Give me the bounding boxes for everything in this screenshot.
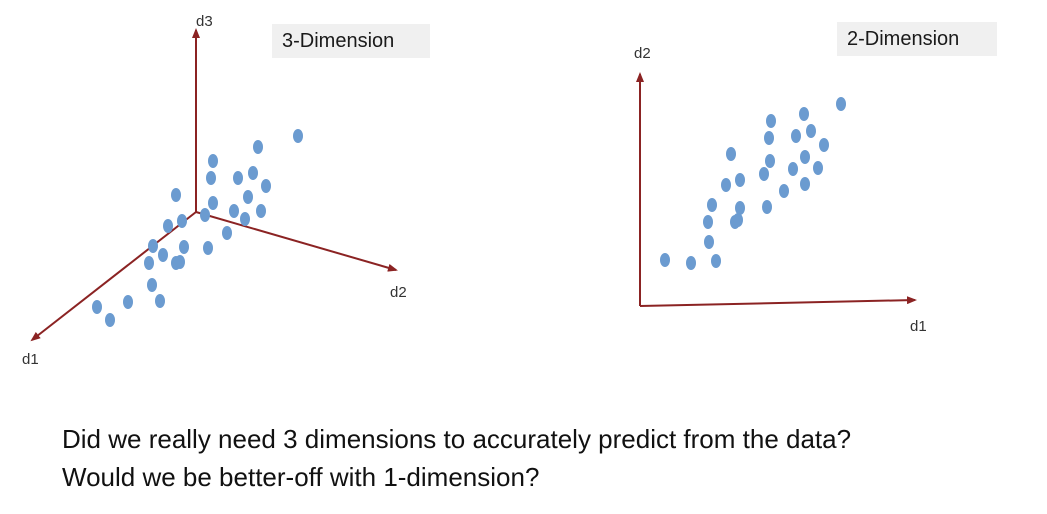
scatter-2d-point-23 [733,213,743,227]
scatter-2d-point-7 [726,147,736,161]
scatter-3d-point-19 [148,239,158,253]
axes-2d: d2 d1 [634,45,927,335]
scatter-3d-point-27 [155,294,165,308]
scatter-3d-point-20 [203,241,213,255]
scatter-2d-point-22 [703,215,713,229]
scatter-2d-point-8 [819,138,829,152]
scatter-2d-point-13 [813,161,823,175]
scatter-2d-point-5 [806,124,816,138]
panel-title-2d: 2-Dimension [837,22,997,56]
scatter-2d-point-14 [735,173,745,187]
axis-3d-d2 [195,211,398,272]
axis-3d-d1 [30,211,197,342]
scatter-3d-point-6 [206,171,216,185]
axis-2d-label-d1: d1 [910,318,927,335]
scatter-3d-point-4 [248,166,258,180]
scatter-3d-point-15 [256,204,266,218]
scatter-2d-point-12 [788,162,798,176]
scatter-2d-point-27 [711,254,721,268]
scatter-3d-point-18 [179,240,189,254]
axes-3d: d3 d2 d1 [22,13,407,368]
scatter-3d-point-9 [243,190,253,204]
scatter-2d-point-3 [799,107,809,121]
scatter-3d-point-26 [123,295,133,309]
scatter-2d-point-9 [800,150,810,164]
scatter-3d-point-29 [105,313,115,327]
scatter-3d-point-14 [229,204,239,218]
scatter-3d-point-16 [240,212,250,226]
scatter-2d-point-17 [779,184,789,198]
scatter-3d-point-12 [177,214,187,228]
points-3d [92,129,303,327]
scatter-2d-point-6 [764,131,774,145]
scatter-2d-point-1 [836,97,846,111]
scatter-2d-point-4 [791,129,801,143]
scatter-3d-point-1 [293,129,303,143]
scatter-2d-point-20 [707,198,717,212]
scatter-3d-point-13 [163,219,173,233]
panel-title-3d: 3-Dimension [272,24,430,58]
scatter-2d-point-19 [735,201,745,215]
scatter-3d-point-2 [253,140,263,154]
scatter-3d-point-8 [171,188,181,202]
scatter-2d-point-15 [721,178,731,192]
scatter-2d-point-25 [660,253,670,267]
scatter-3d-point-5 [233,171,243,185]
scatter-3d-point-24 [175,255,185,269]
scatter-3d-point-25 [147,278,157,292]
scatter-3d-point-11 [200,208,210,222]
scatter-2d-point-16 [800,177,810,191]
axis-3d-label-d1: d1 [22,351,39,368]
scatter-3d-point-28 [92,300,102,314]
scatter-3d-point-3 [208,154,218,168]
axis-3d-label-d3: d3 [196,13,213,30]
scatter-3d-point-22 [144,256,154,270]
scatter-3d-point-7 [261,179,271,193]
caption-line-1: Did we really need 3 dimensions to accur… [62,424,852,454]
axis-3d-label-d2: d2 [390,284,407,301]
scatter-3d-point-17 [222,226,232,240]
scatter-2d-point-2 [766,114,776,128]
axis-2d-d1 [639,296,917,307]
points-2d [660,97,846,270]
scatter-2d-point-18 [762,200,772,214]
scatter-2d-point-26 [686,256,696,270]
scatter-2d-point-11 [759,167,769,181]
caption-line-2: Would we be better-off with 1-dimension? [62,462,540,492]
scatter-3d-point-10 [208,196,218,210]
scatter-2d-point-10 [765,154,775,168]
axis-2d-label-d2: d2 [634,45,651,62]
scatter-3d-point-21 [158,248,168,262]
scatter-2d-point-24 [704,235,714,249]
